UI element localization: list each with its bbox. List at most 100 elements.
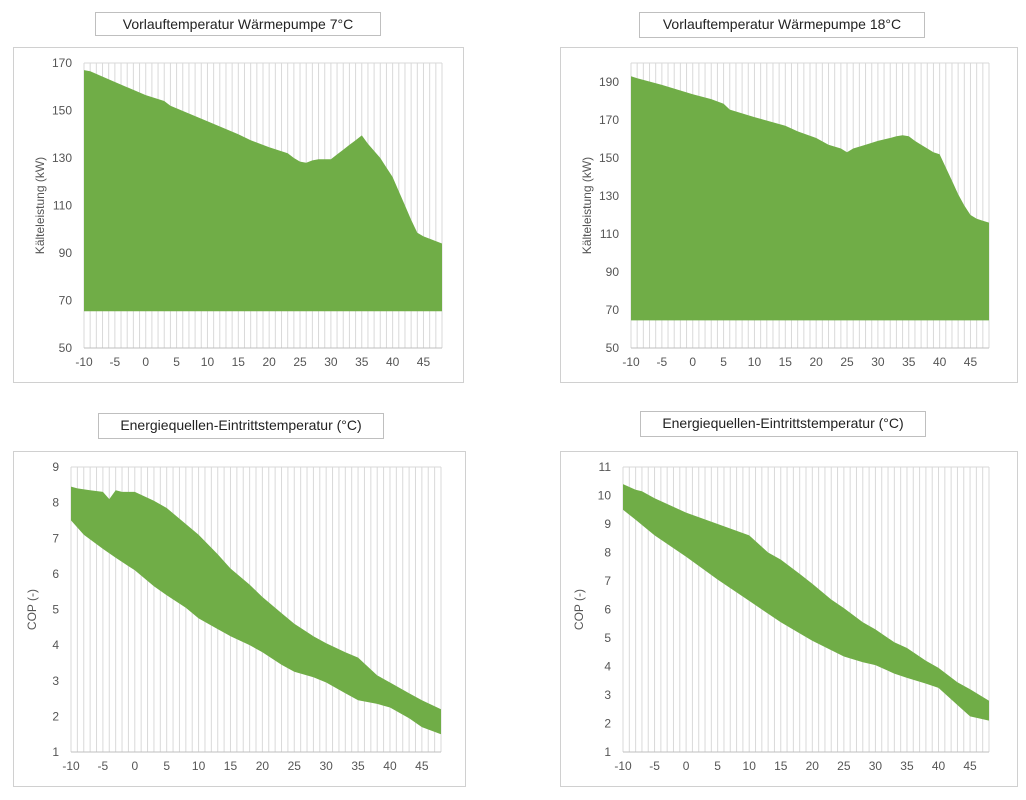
x-tick-label: 0 [683, 759, 690, 773]
y-tick-label: 9 [52, 460, 59, 474]
x-tick-label: 45 [415, 759, 429, 773]
x-tick-label: 10 [192, 759, 206, 773]
x-tick-label: 35 [900, 759, 914, 773]
y-tick-label: 70 [59, 294, 73, 308]
y-tick-label: 6 [604, 603, 611, 617]
x-tick-label: 35 [902, 355, 916, 369]
y-tick-label: 5 [604, 631, 611, 645]
y-tick-label: 8 [604, 546, 611, 560]
x-tick-label: 45 [417, 355, 431, 369]
y-axis-label: COP (-) [25, 589, 39, 630]
chart-title: Energiequellen-Eintrittstemperatur (°C) [98, 413, 384, 439]
area-band [631, 76, 989, 321]
y-tick-label: 190 [599, 75, 619, 89]
chart-title: Vorlauftemperatur Wärmepumpe 18°C [639, 12, 925, 38]
y-tick-label: 90 [59, 246, 73, 260]
x-tick-label: -5 [649, 759, 660, 773]
y-tick-label: 8 [52, 496, 59, 510]
y-tick-label: 50 [59, 341, 73, 355]
x-tick-label: 30 [324, 355, 338, 369]
y-tick-label: 1 [604, 745, 611, 759]
y-tick-label: 5 [52, 603, 59, 617]
chart-frame: 50 70 90 110 130 150 170 -10 -5 0 5 10 15 20 25 30 35 40 4… [13, 47, 464, 383]
x-tick-label: 45 [963, 759, 977, 773]
chart-frame: 1 2 3 4 5 6 7 8 9 10 11 -10 -5 0 5 10 15 20 25 30 35 40 45 COP … [560, 451, 1018, 787]
y-tick-label: 1 [52, 745, 59, 759]
area-chart: 50 70 90 110 130 150 170 -10 -5 0 5 10 15 20 25 30 35 40 4… [33, 56, 443, 369]
x-tick-label: -5 [657, 355, 668, 369]
y-axis-label: Kälteleistung (kW) [580, 157, 594, 254]
y-tick-label: 150 [599, 151, 619, 165]
x-tick-label: -10 [62, 759, 80, 773]
y-tick-label: 2 [604, 717, 611, 731]
y-tick-label: 110 [53, 199, 72, 213]
x-tick-label: 10 [748, 355, 762, 369]
chart-title: Energiequellen-Eintrittstemperatur (°C) [640, 411, 926, 437]
y-tick-label: 130 [52, 151, 72, 165]
x-tick-label: 0 [131, 759, 138, 773]
y-tick-label: 6 [52, 567, 59, 581]
x-tick-label: 5 [163, 759, 170, 773]
y-tick-label: 10 [598, 489, 612, 503]
x-tick-label: 0 [689, 355, 696, 369]
x-tick-label: -10 [622, 355, 640, 369]
x-tick-label: 25 [837, 759, 851, 773]
y-axis-label: Kälteleistung (kW) [33, 157, 47, 254]
y-tick-label: 110 [600, 227, 619, 241]
chart-frame: 1 2 3 4 5 6 7 8 9 -10 -5 0 5 10 15 20 25 30 35 40 45 COP (-) [13, 451, 466, 787]
x-tick-label: 5 [173, 355, 180, 369]
y-tick-label: 3 [52, 674, 59, 688]
x-tick-label: -10 [614, 759, 632, 773]
x-tick-label: 40 [932, 759, 946, 773]
y-tick-label: 11 [599, 460, 612, 474]
x-tick-label: -5 [98, 759, 109, 773]
y-tick-label: 70 [606, 303, 620, 317]
area-chart: 50 70 90 110 130 150 170 190 -10 -5 0 5 10 15 20 25 30 35… [580, 62, 990, 369]
x-tick-label: 5 [714, 759, 721, 773]
x-tick-label: 35 [351, 759, 365, 773]
y-tick-label: 7 [52, 531, 59, 545]
x-tick-label: 20 [256, 759, 270, 773]
x-tick-label: 45 [964, 355, 978, 369]
x-tick-label: 15 [779, 355, 793, 369]
y-tick-label: 3 [604, 688, 611, 702]
x-tick-label: 20 [262, 355, 276, 369]
y-tick-label: 130 [599, 189, 619, 203]
x-tick-label: 0 [142, 355, 149, 369]
x-tick-label: 15 [224, 759, 238, 773]
x-tick-label: 30 [319, 759, 333, 773]
x-tick-label: 35 [355, 355, 369, 369]
x-tick-label: 15 [774, 759, 788, 773]
y-tick-label: 4 [604, 660, 611, 674]
area-band [84, 70, 442, 312]
x-tick-label: -5 [110, 355, 121, 369]
x-tick-label: 10 [743, 759, 757, 773]
x-tick-label: 25 [288, 759, 302, 773]
y-tick-label: 170 [52, 56, 72, 70]
x-tick-label: 40 [383, 759, 397, 773]
y-tick-label: 4 [52, 638, 59, 652]
y-tick-label: 7 [604, 574, 611, 588]
area-band [623, 484, 989, 721]
x-tick-label: 40 [933, 355, 947, 369]
x-tick-label: 20 [809, 355, 823, 369]
chart-frame: 50 70 90 110 130 150 170 190 -10 -5 0 5 10 15 20 25 30 35… [560, 47, 1018, 383]
x-tick-label: 5 [720, 355, 727, 369]
y-tick-label: 50 [606, 341, 620, 355]
x-tick-label: 10 [201, 355, 215, 369]
y-tick-label: 170 [599, 113, 619, 127]
x-tick-label: 25 [840, 355, 854, 369]
x-tick-label: -10 [75, 355, 93, 369]
y-axis-label: COP (-) [572, 589, 586, 630]
area-band [71, 486, 441, 735]
x-tick-label: 30 [869, 759, 883, 773]
x-tick-label: 20 [806, 759, 820, 773]
x-tick-label: 25 [293, 355, 307, 369]
chart-title: Vorlauftemperatur Wärmepumpe 7°C [95, 12, 381, 36]
y-tick-label: 150 [52, 104, 72, 118]
x-tick-label: 30 [871, 355, 885, 369]
y-tick-label: 2 [52, 709, 59, 723]
y-tick-label: 9 [604, 517, 611, 531]
